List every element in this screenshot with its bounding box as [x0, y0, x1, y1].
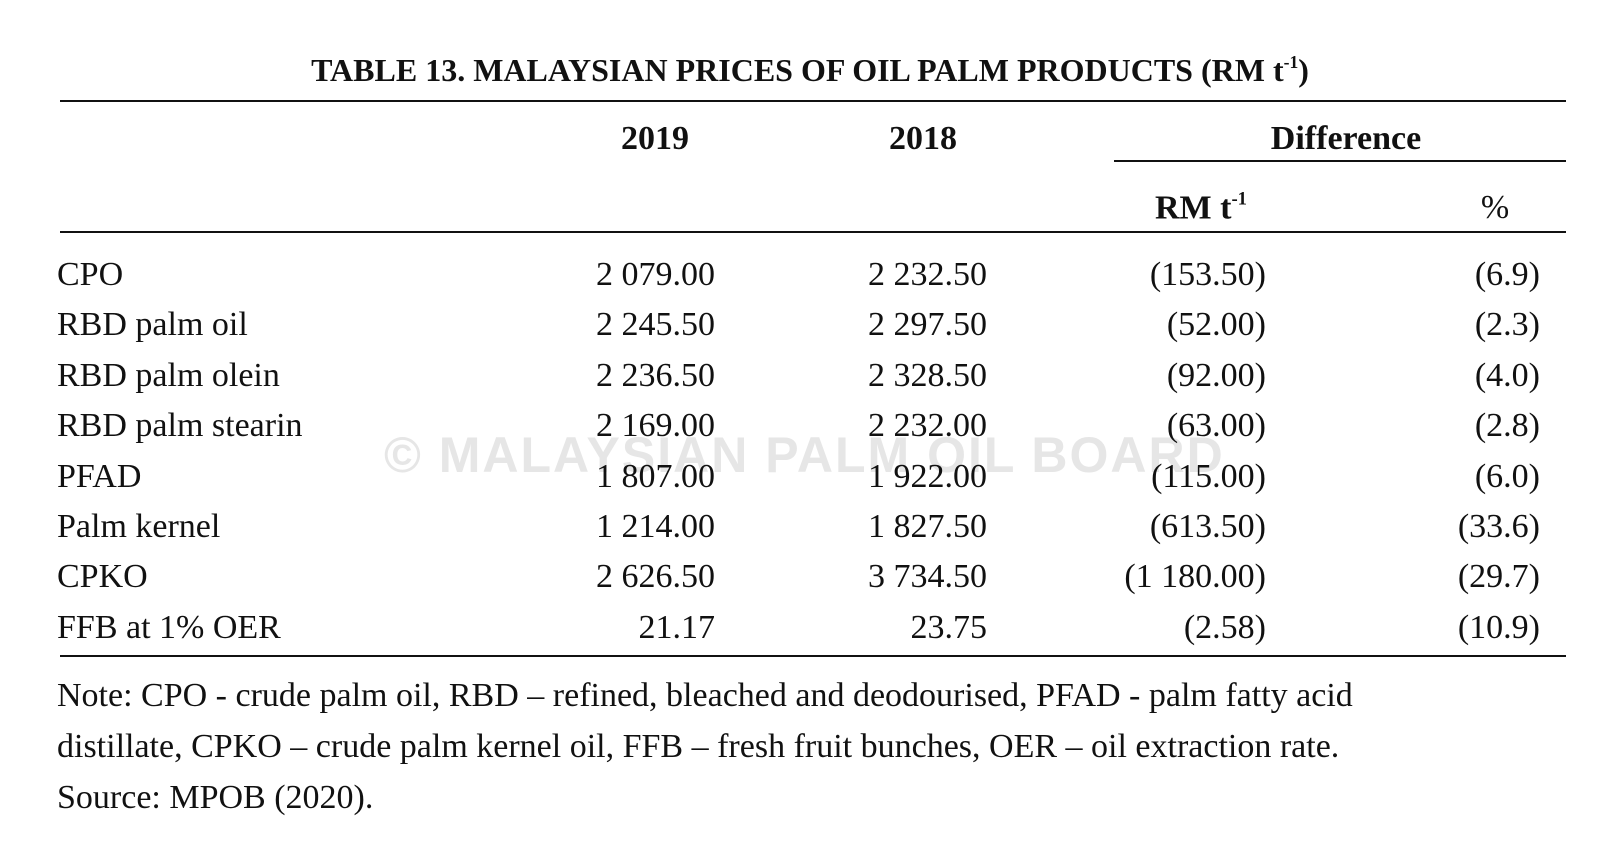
cell: 2 079.00	[596, 256, 715, 293]
cell: (153.50)	[1149, 256, 1266, 293]
cell: 2 245.50	[596, 306, 715, 344]
cell: 2 169.00	[596, 407, 715, 445]
header-cell: 2019	[621, 120, 689, 157]
cell: (29.7)	[1457, 558, 1540, 596]
cell: (6.0)	[1474, 457, 1540, 495]
cell: (63.00)	[1166, 407, 1266, 445]
bottom-rule	[60, 655, 1566, 657]
header-rule	[60, 231, 1566, 233]
top-rule	[60, 100, 1566, 102]
row-label: RBD palm olein	[57, 356, 280, 394]
title-sup: -1	[1283, 52, 1299, 72]
cell: 2 328.50	[868, 356, 987, 394]
table-title: TABLE 13. MALAYSIAN PRICES OF OIL PALM P…	[0, 52, 1620, 89]
cell: 1 807.00	[596, 457, 715, 495]
cell: (2.3)	[1474, 306, 1540, 344]
cell: (2.58)	[1183, 608, 1266, 646]
cell: 2 232.00	[868, 407, 987, 445]
header-group: Difference	[1270, 120, 1422, 157]
row-label: RBD palm oil	[57, 306, 248, 344]
title-end: )	[1298, 52, 1309, 89]
watermark: © MALAYSIAN PALM OIL BOARD	[384, 427, 1225, 483]
cell: 23.75	[910, 608, 988, 646]
cell: 2 232.50	[868, 256, 987, 293]
cell: (10.9)	[1457, 608, 1540, 646]
row-label: RBD palm stearin	[57, 407, 303, 445]
row-label: Palm kernel	[57, 508, 221, 545]
cell: 21.17	[638, 608, 716, 646]
title-text: TABLE 13. MALAYSIAN PRICES OF OIL PALM P…	[311, 52, 1284, 89]
cell: (613.50)	[1149, 508, 1266, 545]
note-line: distillate, CPKO – crude palm kernel oil…	[57, 728, 1340, 765]
cell: (1 180.00)	[1124, 558, 1266, 596]
row-label: PFAD	[57, 457, 142, 495]
header-cell: 2018	[889, 120, 957, 157]
row-label: CPO	[57, 256, 124, 293]
cell: (52.00)	[1166, 306, 1266, 344]
header-cell: RM t-1	[1101, 190, 1301, 225]
cell: (2.8)	[1474, 407, 1540, 445]
cell: 1 827.50	[868, 508, 987, 545]
row-label: FFB at 1% OER	[57, 608, 281, 646]
cell: 1 922.00	[868, 457, 987, 495]
header-cell: %	[1480, 189, 1510, 226]
cell: 3 734.50	[868, 558, 987, 596]
row-label: CPKO	[57, 558, 148, 596]
cell: (92.00)	[1166, 356, 1266, 394]
cell: (6.9)	[1474, 256, 1540, 293]
header-sup: -1	[1231, 188, 1248, 210]
cell: 1 214.00	[596, 508, 715, 545]
note-line: Source: MPOB (2020).	[57, 779, 374, 816]
cell: 2 626.50	[596, 558, 715, 596]
cell: (33.6)	[1457, 508, 1540, 545]
note-line: Note: CPO - crude palm oil, RBD – refine…	[57, 677, 1353, 714]
cell: 2 236.50	[596, 356, 715, 394]
cell: (115.00)	[1151, 457, 1266, 495]
header-text: RM t	[1154, 189, 1232, 227]
cell: (4.0)	[1474, 356, 1540, 394]
cell: 2 297.50	[868, 306, 987, 344]
group-rule	[1114, 160, 1566, 162]
